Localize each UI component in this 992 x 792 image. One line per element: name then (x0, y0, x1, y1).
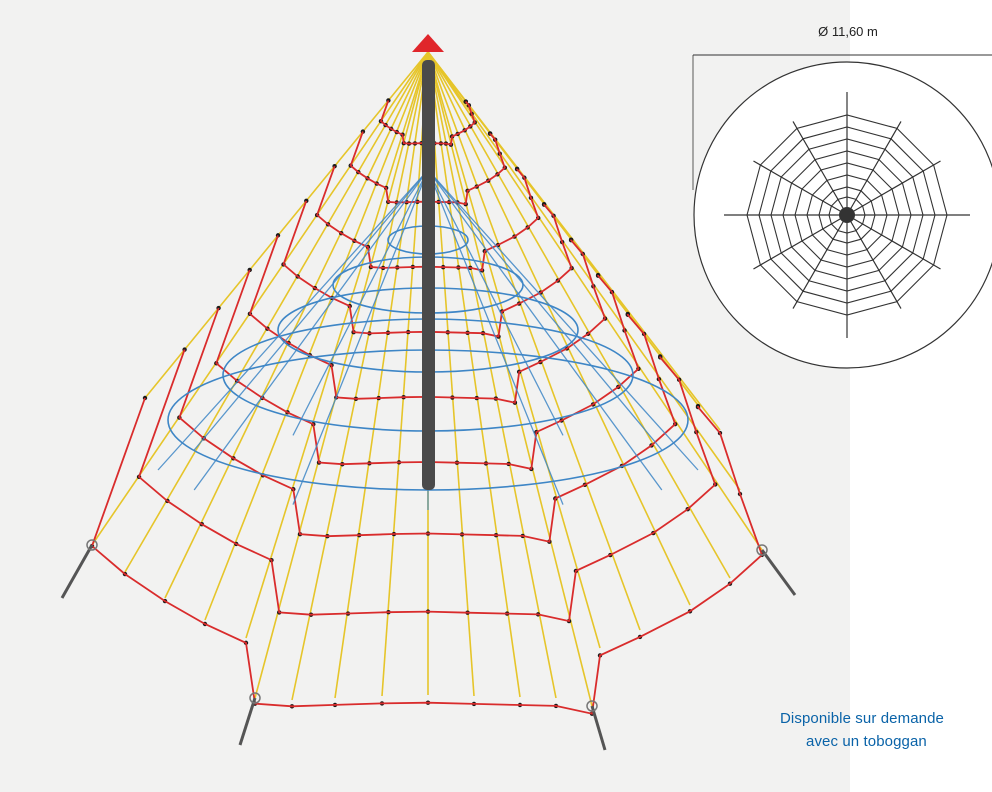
caption-line-2: avec un toboggan (806, 733, 927, 750)
rope-red (316, 165, 540, 272)
rope-yellow (91, 51, 429, 546)
rope-red (379, 100, 476, 146)
pyramid-climbing-net-illustration (60, 34, 797, 751)
rope-yellow (254, 51, 429, 699)
rope-yellow (427, 51, 641, 631)
rope-red (137, 349, 717, 623)
rope-red (248, 235, 607, 404)
plan-ring (758, 126, 936, 304)
central-pole (422, 60, 435, 490)
rope-blue (427, 169, 663, 491)
ground-anchor (60, 544, 94, 599)
rope-blue (193, 169, 429, 451)
rope-blue (292, 169, 429, 436)
rope-yellow (427, 51, 521, 698)
rope-red (215, 269, 640, 470)
rope-yellow (164, 51, 429, 599)
plan-center-pole (839, 207, 855, 223)
rope-yellow (427, 51, 731, 579)
plan-ring (806, 174, 888, 256)
rope-blue (427, 169, 564, 436)
rope-yellow (381, 51, 429, 697)
rope-yellow (124, 51, 429, 573)
ground-anchor (238, 697, 257, 746)
rope-blue (427, 169, 564, 505)
rope-yellow (427, 51, 763, 551)
rope-blue (193, 169, 429, 491)
top-view-plan-diagram (692, 54, 992, 369)
rope-yellow (144, 51, 429, 399)
rope-yellow (427, 51, 699, 406)
rope-yellow (427, 51, 691, 606)
rope-blue (157, 169, 429, 471)
anchor-ring (86, 539, 98, 551)
rope-yellow (245, 51, 429, 639)
plan-ring (794, 162, 900, 268)
plan-ring (746, 114, 948, 316)
plan-ring (782, 150, 912, 280)
ground-anchor (590, 705, 607, 751)
ground-anchor (760, 549, 797, 596)
rope-yellow (427, 51, 601, 649)
rope-blue (427, 169, 663, 451)
rope-blue (292, 169, 429, 505)
anchor-ring (249, 692, 261, 704)
anchor-ring (756, 544, 768, 556)
plan-ring (828, 196, 866, 234)
rope-yellow (291, 51, 429, 701)
rope-yellow (204, 51, 429, 621)
rope-red (90, 397, 764, 715)
anchor-ring (586, 700, 598, 712)
plan-ring (770, 138, 924, 292)
caption-line-1: Disponible sur demande (780, 710, 944, 727)
rope-yellow (427, 51, 557, 699)
rope-yellow (427, 51, 593, 707)
rope-red (282, 200, 573, 338)
rope-yellow (427, 51, 475, 697)
diameter-label: Ø 11,60 m (818, 24, 878, 39)
plan-ring (818, 186, 876, 244)
rope-yellow (334, 51, 429, 699)
pole-cap (412, 34, 444, 52)
rope-blue (427, 169, 699, 471)
